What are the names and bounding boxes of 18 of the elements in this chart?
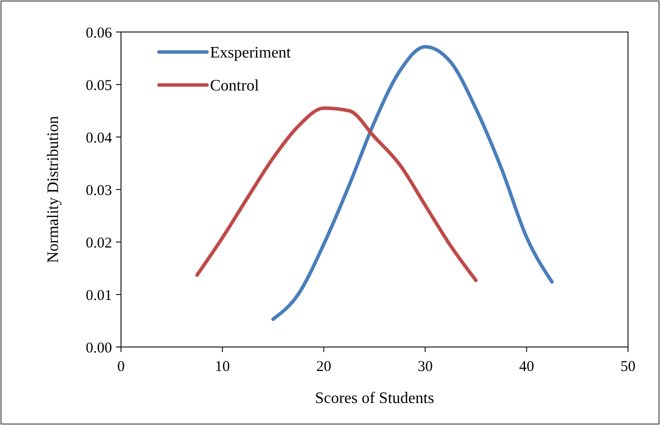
x-tick-label: 0 <box>117 359 125 375</box>
y-tick-label: 0.01 <box>86 288 112 304</box>
x-tick-label: 50 <box>620 359 636 375</box>
x-tick-label: 40 <box>519 359 534 375</box>
x-tick-label: 20 <box>316 359 332 375</box>
x-tick-label: 30 <box>418 359 433 375</box>
y-tick-label: 0.06 <box>86 25 112 42</box>
legend-label: Exsperiment <box>210 44 292 62</box>
x-axis-title: Scores of Students <box>314 390 434 407</box>
y-tick-label: 0.05 <box>86 78 112 94</box>
x-tick-label: 10 <box>214 359 230 375</box>
y-tick-label: 0.02 <box>86 235 112 252</box>
y-tick-label: 0.00 <box>86 340 112 356</box>
y-tick-label: 0.04 <box>86 130 112 146</box>
legend-label: Control <box>210 78 260 95</box>
line-series <box>195 106 478 282</box>
y-axis-title: Normality Distribution <box>45 116 62 264</box>
y-tick-label: 0.03 <box>86 182 112 199</box>
